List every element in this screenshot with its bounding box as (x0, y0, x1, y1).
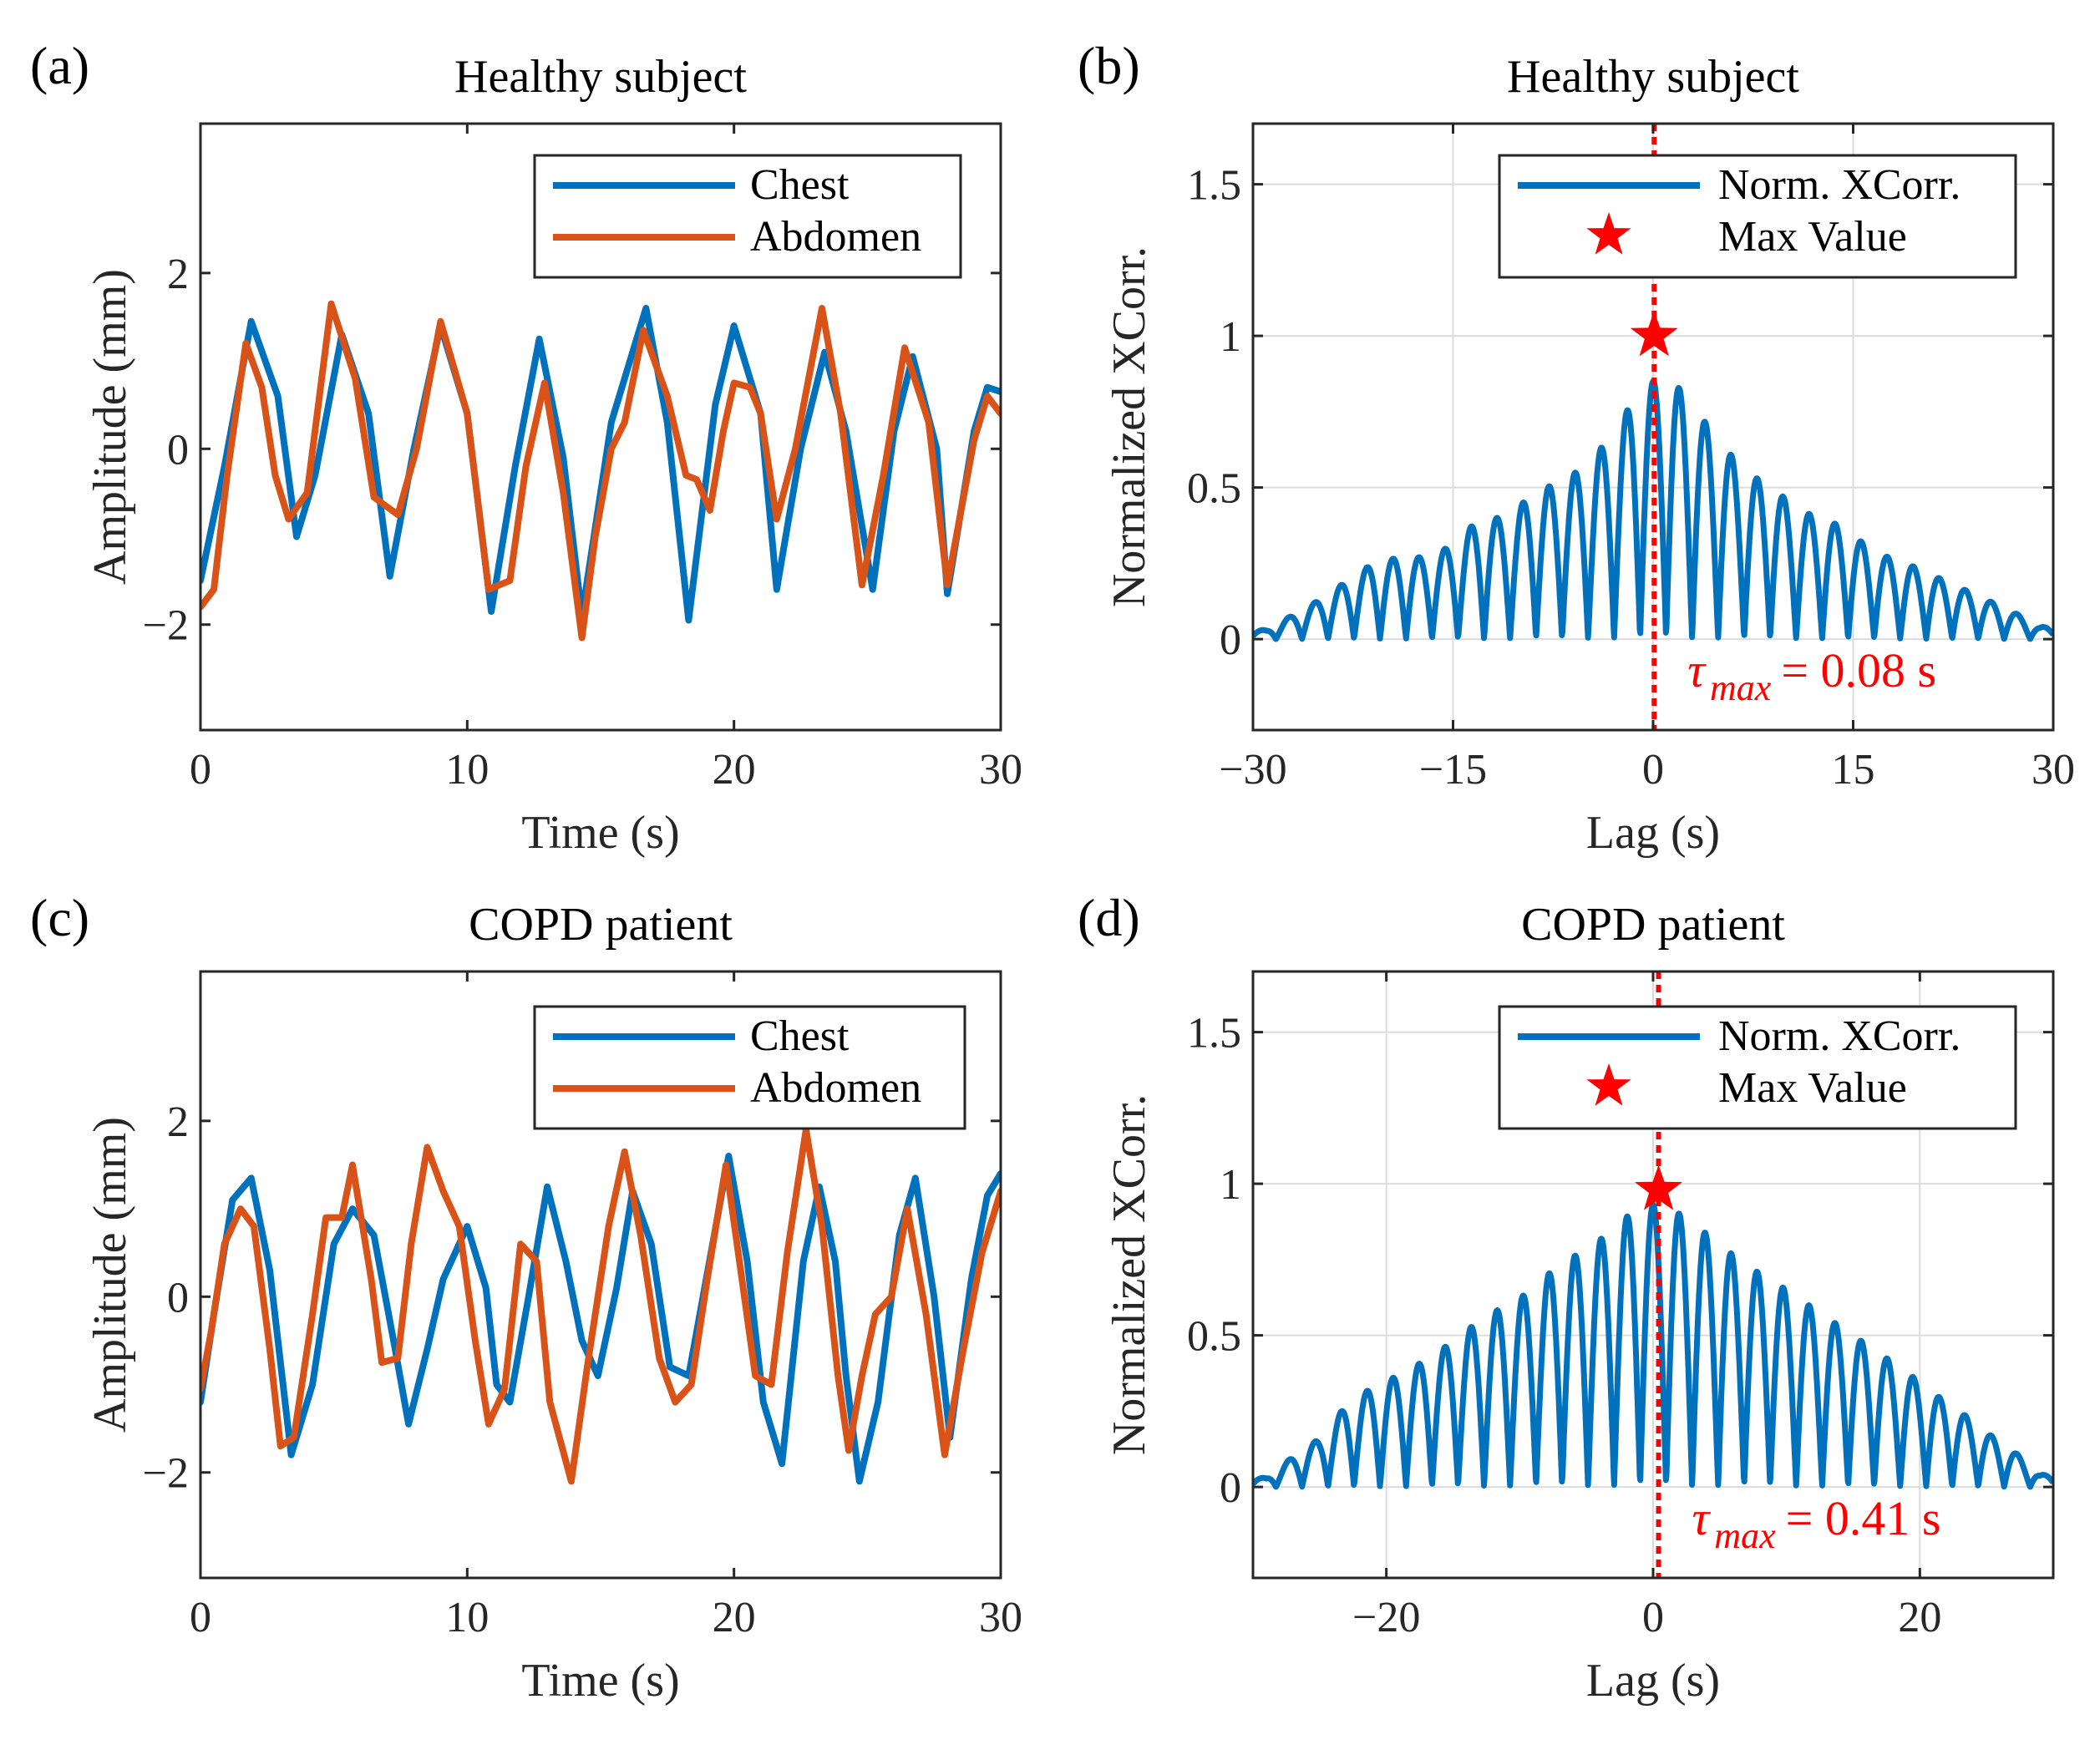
y-tick-label: 2 (167, 251, 189, 298)
legend-star (1586, 212, 1631, 255)
y-tick-label: −2 (143, 602, 189, 650)
x-tick-label: 15 (1832, 746, 1875, 794)
x-tick-label: 20 (713, 1594, 756, 1641)
legend-box (1498, 154, 2017, 279)
panel-letter: (a) (30, 36, 89, 95)
chart-title: COPD patient (1521, 899, 1785, 951)
x-tick-label: 30 (979, 1594, 1022, 1641)
x-tick-label: 20 (1898, 1594, 1941, 1641)
panel-letter: (c) (30, 888, 89, 947)
plot-area (1253, 1202, 2053, 1490)
panel-a: (a) Healthy subject 0 10 20 30 −2 0 2 Time (s) Amp… (30, 36, 1022, 859)
x-tick-label: 0 (1642, 1594, 1664, 1641)
x-tick-label: 0 (190, 1594, 211, 1641)
x-axis-label: Time (s) (521, 807, 679, 859)
x-axis-label: Time (s) (521, 1655, 679, 1707)
x-tick-label: 30 (979, 746, 1022, 794)
x-tick-label: 10 (445, 746, 489, 794)
x-tick-label: −20 (1352, 1594, 1420, 1641)
series-line-xcorr (1253, 1202, 2053, 1490)
x-tick-label: −30 (1219, 746, 1286, 794)
x-tick-label: −15 (1419, 746, 1487, 794)
panel-c: (c) COPD patient 0 10 20 30 −2 0 2 Time (s) Amplit… (30, 888, 1022, 1707)
legend-box (533, 1005, 966, 1130)
y-axis-label: Normalized XCorr. (1103, 1094, 1155, 1455)
legend-label: Abdomen (750, 1064, 921, 1112)
y-tick-label: 0.5 (1187, 1313, 1241, 1361)
x-tick-label: 0 (190, 746, 211, 794)
series-line-abdomen (200, 300, 1001, 642)
x-tick-label: 10 (445, 1594, 489, 1641)
series-line-abdomen (200, 1126, 1001, 1485)
y-tick-label: 1 (1220, 313, 1241, 361)
y-tick-label: 1.5 (1187, 1010, 1241, 1058)
legend-box (1498, 1005, 2017, 1130)
y-tick-label: −2 (143, 1450, 189, 1498)
max-value-star (1635, 1164, 1683, 1210)
y-tick-label: 0 (1220, 616, 1241, 664)
tau-value: = 0.41 s (1786, 1491, 1941, 1545)
series-line-chest (200, 305, 1001, 624)
y-axis-label: Normalized XCorr. (1103, 246, 1155, 607)
legend-label: Max Value (1718, 1064, 1907, 1112)
panel-b: (b) Healthy subject −30 −15 0 15 30 0 0.5 1 1.5 Lag… (1078, 36, 2075, 859)
tau-subscript: max (1710, 667, 1772, 708)
y-tick-label: 0 (167, 1274, 189, 1321)
tau-annotation: τ max = 0.41 s (1692, 1491, 1941, 1556)
axes-box (199, 970, 1002, 1580)
x-axis-label: Lag (s) (1586, 1655, 1720, 1707)
y-tick-label: 1 (1220, 1161, 1241, 1209)
legend-label: Chest (750, 161, 850, 209)
tau-subscript: max (1714, 1515, 1776, 1556)
chart-title: Healthy subject (454, 51, 747, 103)
y-tick-label: 2 (167, 1098, 189, 1146)
plot-area (200, 300, 1001, 642)
axes-box (199, 122, 1002, 732)
legend-label: Max Value (1718, 213, 1907, 261)
x-tick-label: 30 (2032, 746, 2075, 794)
legend-label: Norm. XCorr. (1718, 1012, 1961, 1060)
y-axis-label: Amplitude (mm) (84, 1117, 136, 1433)
panel-letter: (d) (1078, 888, 1140, 947)
legend-label: Norm. XCorr. (1718, 161, 1961, 209)
max-value-star (1630, 311, 1678, 357)
legend-star (1586, 1063, 1631, 1106)
legend-label: Chest (750, 1012, 850, 1060)
chart-title: COPD patient (469, 899, 733, 951)
x-tick-label: 20 (713, 746, 756, 794)
y-tick-label: 0 (1220, 1464, 1241, 1512)
y-tick-label: 1.5 (1187, 162, 1241, 210)
panel-d: (d) COPD patient −20 0 20 0 0.5 1 1.5 Lag (s) Norm… (1078, 888, 2055, 1707)
tau-symbol: τ (1692, 1491, 1712, 1545)
y-tick-label: 0.5 (1187, 465, 1241, 513)
chart-title: Healthy subject (1507, 51, 1799, 103)
panel-letter: (b) (1078, 36, 1140, 95)
legend-label: Abdomen (750, 213, 921, 261)
y-tick-label: 0 (167, 426, 189, 474)
tau-value: = 0.08 s (1781, 643, 1936, 697)
tau-symbol: τ (1687, 643, 1707, 697)
x-axis-label: Lag (s) (1586, 807, 1720, 859)
x-tick-label: 0 (1642, 746, 1664, 794)
tau-annotation: τ max = 0.08 s (1687, 643, 1936, 708)
plot-area (200, 1126, 1001, 1485)
y-axis-label: Amplitude (mm) (84, 269, 136, 585)
legend-box (533, 154, 962, 279)
series-line-chest (200, 1153, 1001, 1485)
